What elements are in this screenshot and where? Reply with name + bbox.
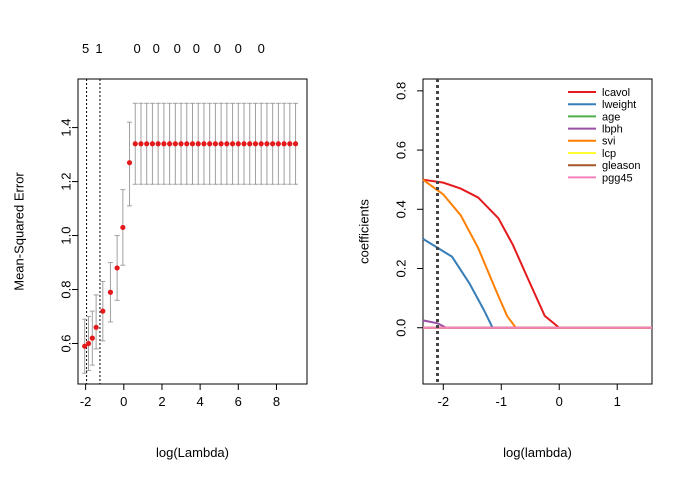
cv-error-point <box>235 141 241 147</box>
cv-error-point <box>212 141 218 147</box>
legend-label: lcp <box>602 148 616 160</box>
top-axis-label: 0 <box>235 41 242 56</box>
top-axis-label: 0 <box>174 41 181 56</box>
cv-error-point <box>93 324 99 330</box>
cv-error-point <box>241 141 247 147</box>
y-tick-label: 0.6 <box>59 334 74 352</box>
cv-error-point <box>287 141 293 147</box>
y-tick-label: 0.8 <box>394 82 409 100</box>
legend-label: pgg45 <box>602 172 633 184</box>
top-axis-label: 1 <box>95 41 102 56</box>
cv-error-point <box>82 343 88 349</box>
cv-error-point <box>229 141 236 147</box>
cv-error-point <box>292 141 299 147</box>
plot-frame <box>77 78 308 385</box>
coefficient-path-panel: -2 -1 0 1 0.0 0.2 0.4 0.6 0.8 log(lambda) coeffici… <box>357 78 653 460</box>
cv-error-point <box>89 335 95 341</box>
cv-error-point <box>189 141 196 147</box>
cv-error-point <box>149 141 156 147</box>
y-tick-label: 0.6 <box>394 141 409 159</box>
coef-path-lbph <box>422 319 652 329</box>
cv-error-point <box>132 141 138 147</box>
legend-label: gleason <box>602 160 641 172</box>
x-tick-label: 8 <box>273 394 280 409</box>
legend-label: lcavol <box>602 87 630 99</box>
cv-error-point <box>270 141 276 147</box>
legend-label: svi <box>602 136 615 148</box>
cv-error-point <box>201 141 207 147</box>
cv-error-point <box>100 308 106 314</box>
cv-error-point <box>138 141 144 147</box>
x-tick-label: 1 <box>614 394 621 409</box>
x-tick-label: -2 <box>80 394 92 409</box>
x-axis-title: log(Lambda) <box>156 445 229 460</box>
cv-error-point <box>178 141 184 147</box>
cv-error-point <box>126 160 133 166</box>
cv-error-point <box>264 141 270 147</box>
plot-frame <box>422 78 653 385</box>
x-tick-label: -1 <box>495 394 507 409</box>
y-tick-label: 0.2 <box>394 259 409 277</box>
top-axis-label: 0 <box>193 41 200 56</box>
x-tick-label: 0 <box>556 394 563 409</box>
cv-error-point <box>172 141 178 147</box>
cv-error-point <box>281 141 287 147</box>
cv-error-point <box>207 141 213 147</box>
legend-label: lbph <box>602 123 623 135</box>
top-axis-label: 0 <box>153 41 160 56</box>
y-tick-label: 0.8 <box>59 280 74 298</box>
coef-path-lweight <box>422 238 652 329</box>
x-axis-title: log(lambda) <box>503 445 572 460</box>
x-tick-label: 4 <box>197 394 204 409</box>
y-tick-label: 1.0 <box>59 227 74 245</box>
top-axis-label: 5 <box>82 41 89 56</box>
legend-label: age <box>602 111 620 123</box>
cv-error-point <box>252 141 259 147</box>
top-axis-label: 0 <box>258 41 265 56</box>
cv-error-point <box>218 141 224 147</box>
cv-error-point <box>85 340 92 347</box>
cv-error-point <box>247 141 253 147</box>
cv-error-point <box>167 141 173 147</box>
cv-error-point <box>275 141 281 147</box>
cv-error-point <box>161 141 167 147</box>
cv-error-point <box>184 141 190 147</box>
y-tick-label: 1.2 <box>59 173 74 191</box>
cv-error-point <box>155 141 161 147</box>
x-tick-label: -2 <box>438 394 450 409</box>
x-tick-label: 0 <box>120 394 127 409</box>
y-tick-label: 0.4 <box>394 200 409 218</box>
cv-error-point <box>120 224 126 231</box>
x-tick-label: 6 <box>235 394 242 409</box>
y-tick-label: 1.4 <box>59 119 74 137</box>
top-axis-label: 0 <box>134 41 141 56</box>
cv-error-point <box>114 265 120 271</box>
y-axis-title: Mean-Squared Error <box>12 172 27 291</box>
cv-error-point <box>258 141 264 147</box>
coef-path-svi <box>422 178 652 329</box>
y-axis-title: coefficients <box>357 199 372 264</box>
legend-label: lweight <box>602 99 636 111</box>
x-tick-label: 2 <box>158 394 165 409</box>
y-tick-label: 0.0 <box>394 319 409 337</box>
cv-error-point <box>224 141 230 147</box>
coef-path-lcavol <box>422 178 652 329</box>
cv-error-point <box>195 141 201 147</box>
top-axis-label: 0 <box>214 41 221 56</box>
cv-error-point <box>107 289 114 295</box>
cv-error-panel: -2 0 2 4 6 80.60.81.01.21.45 1 0 0 0 0 0 0 0log(Lambd… <box>12 41 308 460</box>
cv-error-point <box>144 141 150 147</box>
